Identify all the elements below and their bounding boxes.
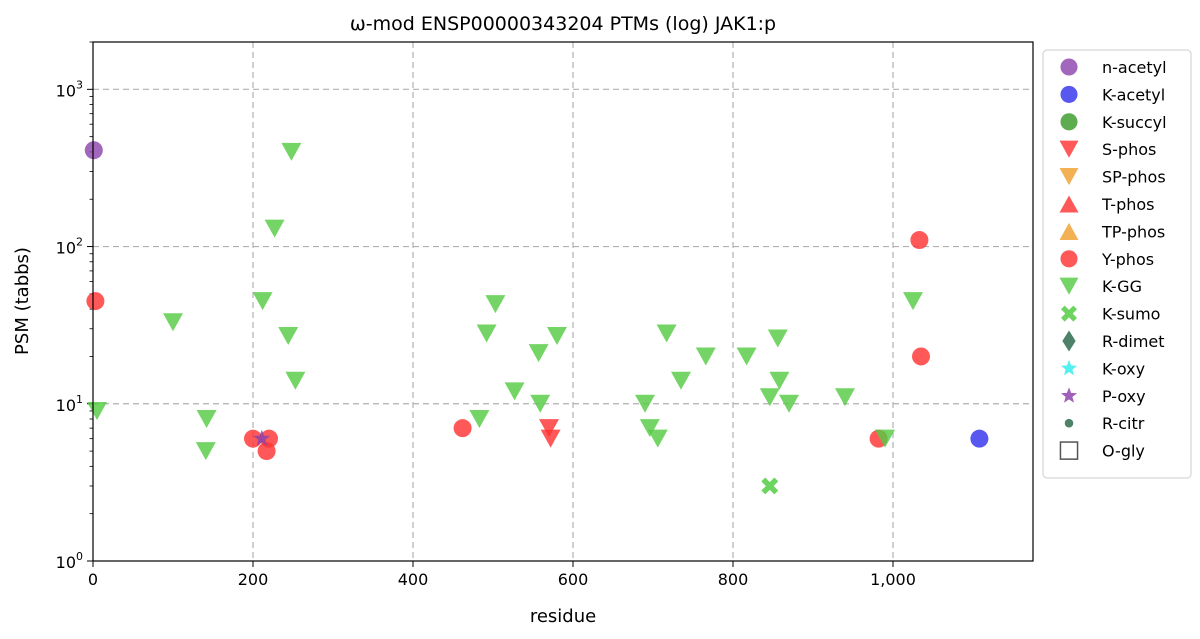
- x-tick-label: 200: [238, 570, 269, 589]
- legend-marker-sp-phos: [1059, 168, 1079, 186]
- legend-marker-r-citr: [1064, 418, 1074, 428]
- legend-label: K-sumo: [1102, 305, 1160, 324]
- legend-marker-n-acetyl: [1060, 58, 1078, 76]
- legend-label: K-oxy: [1102, 359, 1145, 378]
- x-tick-label: 600: [558, 570, 589, 589]
- legend-label: O-gly: [1102, 442, 1145, 461]
- legend-label: T-phos: [1101, 195, 1155, 214]
- data-point-k-sumo: [761, 477, 779, 495]
- legend-marker-t-phos: [1059, 195, 1079, 213]
- data-point-y-phos: [912, 347, 930, 366]
- legend-marker-p-oxy: [1060, 387, 1078, 403]
- data-point-k-gg: [736, 347, 757, 366]
- legend-label: R-citr: [1102, 414, 1145, 433]
- data-point-k-gg: [903, 292, 923, 311]
- data-point-k-gg: [476, 324, 497, 343]
- x-tick-label: 1,000: [870, 570, 916, 589]
- data-point-k-gg: [163, 313, 183, 332]
- data-point-k-gg: [759, 388, 780, 407]
- data-point-k-gg: [87, 401, 107, 420]
- legend-marker-s-phos: [1059, 140, 1079, 158]
- legend: n-acetyl K-acetyl K-succyl S-phos SP-phos T-p…: [1042, 49, 1192, 479]
- legend-label: SP-phos: [1102, 168, 1166, 187]
- data-point-y-phos: [86, 292, 105, 311]
- data-point-k-gg: [469, 410, 490, 429]
- data-point-y-phos: [453, 419, 472, 438]
- data-point-k-gg: [504, 382, 525, 401]
- legend-label: S-phos: [1102, 140, 1156, 159]
- plot-frame: [92, 41, 1034, 562]
- data-point-y-phos: [910, 231, 929, 250]
- data-point-k-gg: [647, 429, 668, 448]
- legend-marker-k-acetyl: [1060, 85, 1078, 103]
- data-point-k-gg: [835, 388, 855, 407]
- data-point-k-gg: [528, 344, 549, 363]
- data-point-k-gg: [195, 442, 216, 461]
- legend-label: TP-phos: [1101, 222, 1165, 241]
- x-tick-label: 400: [398, 570, 429, 589]
- data-point-k-gg: [196, 410, 217, 429]
- data-point-k-gg: [656, 324, 677, 343]
- x-tick-label: 800: [718, 570, 749, 589]
- data-point-k-gg: [875, 429, 895, 448]
- legend-label: P-oxy: [1102, 387, 1146, 406]
- legend-marker-r-dimet: [1062, 330, 1076, 352]
- data-point-s-phos: [539, 419, 559, 438]
- y-tick-label: 101: [56, 393, 83, 415]
- data-point-n-acetyl: [84, 141, 103, 160]
- legend-label: Y-phos: [1101, 250, 1154, 269]
- legend-marker-k-oxy: [1060, 359, 1078, 376]
- data-point-k-gg: [779, 394, 799, 413]
- data-point-k-gg: [635, 394, 655, 413]
- data-point-y-phos: [257, 442, 276, 461]
- legend-marker-k-gg: [1059, 277, 1079, 295]
- data-point-k-gg: [671, 371, 691, 390]
- data-point-k-gg: [264, 219, 285, 238]
- data-point-k-gg: [639, 419, 660, 438]
- data-point-p-oxy: [253, 429, 271, 446]
- y-axis-label: PSM (tabbs): [12, 247, 33, 355]
- legend-label: R-dimet: [1102, 332, 1165, 351]
- data-point-k-gg: [485, 295, 506, 314]
- x-tick-label: 0: [88, 570, 98, 589]
- x-axis: 0 200 400 600 800 1,000: [88, 561, 916, 589]
- data-point-k-gg: [769, 371, 790, 390]
- legend-label: K-succyl: [1102, 113, 1167, 132]
- legend-label: n-acetyl: [1102, 58, 1167, 77]
- data-point-s-phos: [540, 429, 561, 448]
- legend-marker-k-succyl: [1060, 113, 1078, 131]
- legend-marker-k-sumo: [1060, 305, 1078, 322]
- legend-marker-y-phos: [1060, 250, 1078, 268]
- data-point-k-gg: [252, 292, 273, 311]
- legend-label: K-GG: [1102, 277, 1142, 296]
- data-point-k-gg: [695, 347, 716, 366]
- legend-label: K-acetyl: [1102, 85, 1165, 104]
- data-points: [84, 141, 989, 495]
- y-tick-label: 102: [56, 236, 83, 258]
- legend-marker-o-gly: [1059, 441, 1079, 460]
- legend-box: [1042, 49, 1192, 479]
- data-point-k-acetyl: [970, 429, 989, 448]
- chart-title: ω-mod ENSP00000343204 PTMs (log) JAK1:p: [350, 13, 776, 35]
- y-axis: 100 101 102 103: [56, 78, 93, 572]
- data-point-k-gg: [281, 142, 302, 161]
- y-tick-label: 103: [56, 78, 83, 100]
- data-point-k-gg: [285, 371, 306, 390]
- data-point-k-gg: [547, 326, 567, 345]
- data-point-k-gg: [767, 329, 788, 348]
- y-tick-label: 100: [56, 550, 83, 572]
- legend-marker-tp-phos: [1059, 222, 1079, 240]
- x-axis-label: residue: [530, 606, 596, 627]
- data-point-k-gg: [278, 326, 299, 345]
- data-point-k-gg: [530, 394, 551, 413]
- grid: [93, 42, 1033, 561]
